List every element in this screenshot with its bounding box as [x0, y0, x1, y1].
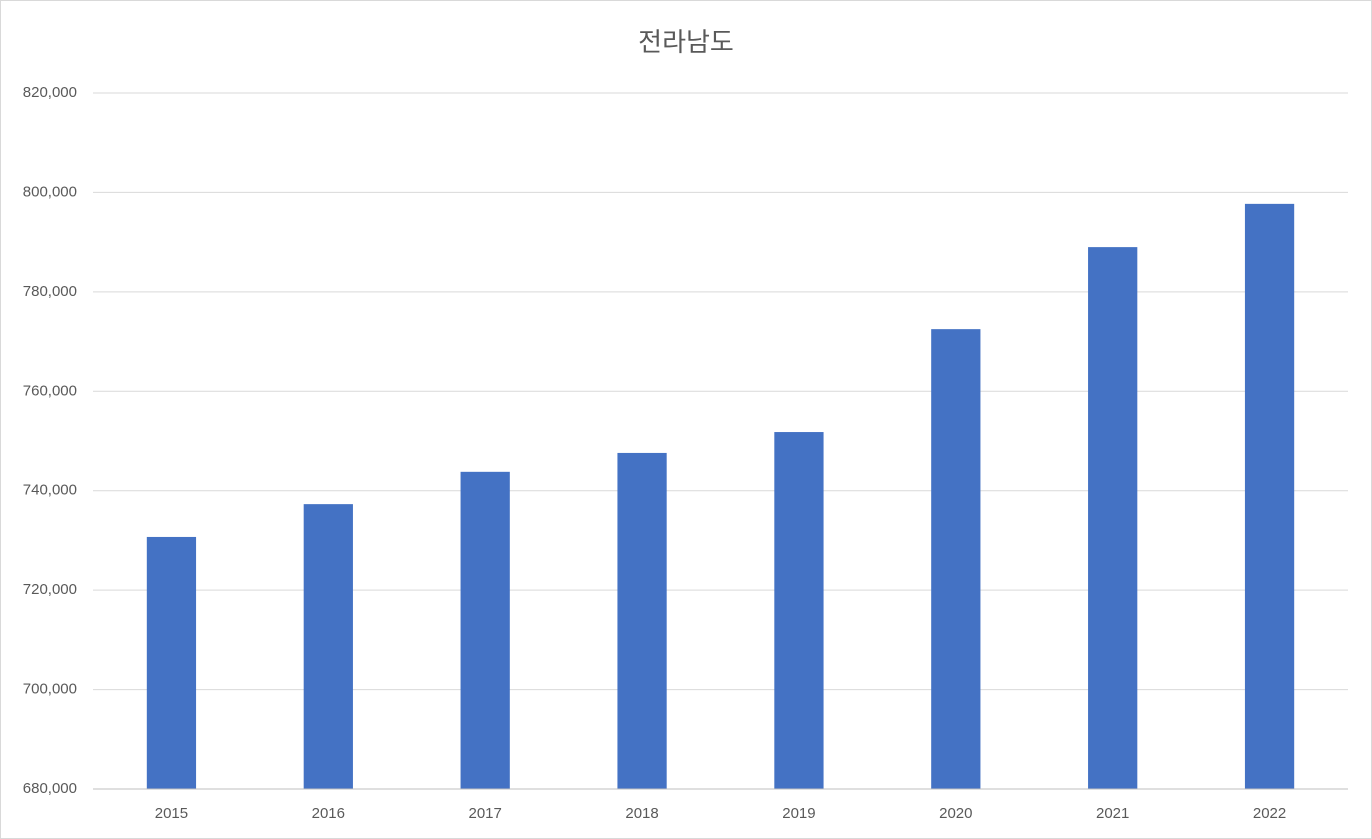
x-tick-label: 2022 — [1253, 805, 1286, 822]
y-tick-label: 760,000 — [23, 382, 77, 399]
bar — [774, 432, 824, 789]
bar — [1088, 247, 1138, 790]
x-tick-label: 2020 — [939, 805, 972, 822]
y-tick-label: 680,000 — [23, 780, 77, 797]
y-tick-label: 780,000 — [23, 283, 77, 300]
x-tick-label: 2021 — [1096, 805, 1129, 822]
bar — [931, 329, 981, 789]
y-tick-label: 700,000 — [23, 681, 77, 698]
x-tick-label: 2017 — [469, 805, 502, 822]
y-tick-label: 740,000 — [23, 482, 77, 499]
bar — [146, 536, 197, 789]
y-tick-label: 820,000 — [23, 84, 77, 101]
y-tick-label: 720,000 — [23, 581, 77, 598]
x-tick-label: 2019 — [782, 805, 815, 822]
x-tick-label: 2018 — [625, 805, 658, 822]
bar — [303, 504, 353, 789]
bar — [460, 471, 510, 789]
chart-title: 전라남도 — [638, 27, 734, 57]
y-tick-label: 800,000 — [23, 183, 77, 200]
x-tick-label: 2016 — [312, 805, 345, 822]
bar — [617, 452, 667, 789]
x-tick-label: 2015 — [155, 805, 188, 822]
bar — [1244, 203, 1295, 789]
